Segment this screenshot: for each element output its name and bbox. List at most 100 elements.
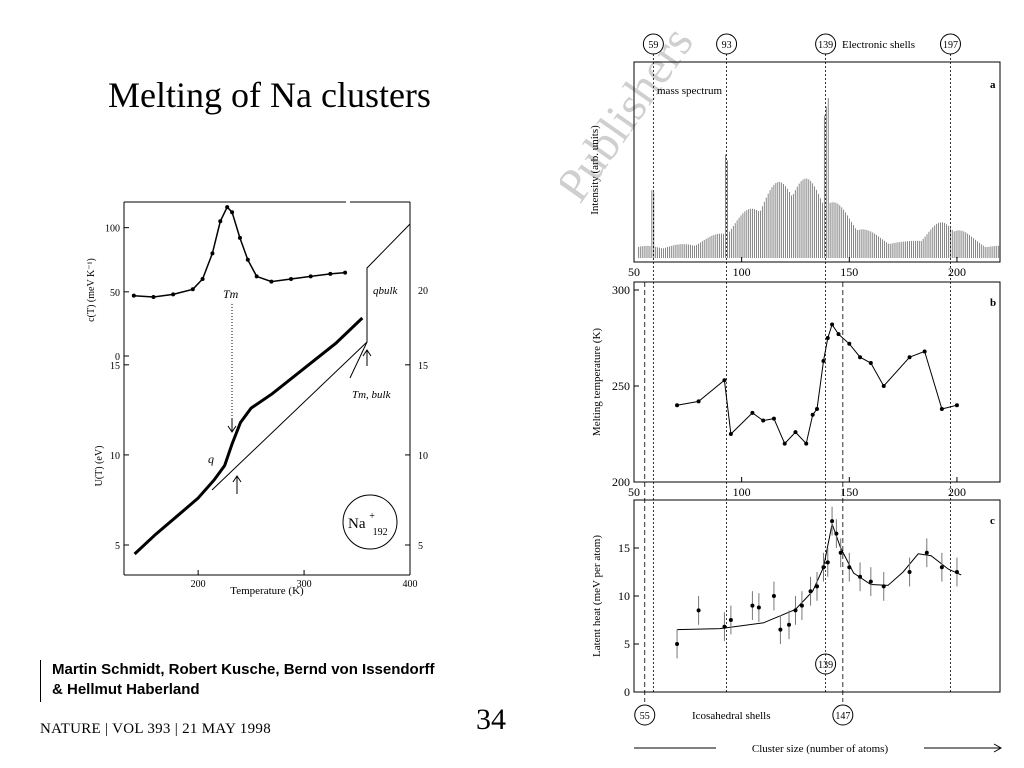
bottom-panel-right-y-ticks: 5 10 15 [405,361,428,552]
panel-b-xtick-label: 150 [840,485,858,499]
melting-temperature-point [810,412,815,417]
latent-heat-point [728,618,733,622]
heat-capacity-point [131,293,136,298]
top-ytick-label: 50 [110,288,120,299]
panel-c-xlabel: Cluster size (number of atoms) [752,743,889,755]
latent-heat-point [838,550,843,555]
melting-temperature-series [675,322,959,446]
top-panel-points [131,205,348,299]
latent-heat-point [771,594,776,598]
melting-temperature-point [825,336,830,340]
latent-heat-point [954,570,959,574]
page-number: 34 [476,703,506,736]
panel-b-ytick-label: 250 [612,379,630,393]
icosahedral-shell-circle [634,704,656,726]
panel-b-ytick-label: 300 [612,283,630,297]
authors: Martin Schmidt, Robert Kusche, Bernd von… [52,660,492,700]
melting-temperature-point [821,359,826,364]
latent-heat-point [847,565,852,570]
heat-capacity-point [190,287,195,292]
heat-capacity-point [151,294,156,299]
top-ytick-label: 100 [105,224,120,235]
panel-a-xtick-label: 50 [628,265,640,279]
heat-capacity-point [343,270,348,275]
panel-a-label: a [990,79,996,91]
panel-b-ytick-label: 200 [612,475,630,489]
melting-temperature-point [728,432,733,436]
melting-temperature-point [804,441,809,446]
melting-temperature-point [675,403,680,408]
cluster-sub: 192 [373,527,388,538]
panel-c-ylabel: Latent heat (meV per atom) [591,535,603,657]
right-ytick-label: 10 [418,451,428,462]
authors-line1: Martin Schmidt, Robert Kusche, Bernd von… [52,661,435,678]
electronic-shells-label: Electronic shells [842,39,915,51]
latent-heat-point [756,605,761,610]
latent-heat-point [821,565,826,570]
right-figure: Publishers 59 93 139 197 Electronic shells … [560,17,1003,755]
melting-temperature-point [881,384,886,388]
latent-heat-point [787,622,792,627]
panel-c-y-ticks: 0 5 10 15 [618,541,639,699]
panel-a-ylabel: Intensity (arb. units) [589,125,601,215]
heat-capacity-point [171,292,176,297]
heat-capacity-point [230,210,235,215]
electronic-shell-value: 59 [648,40,658,51]
latent-heat-series [675,506,962,659]
panel-a-xtick-label: 150 [840,265,858,279]
cluster-sup: + [369,511,375,522]
latent-heat-point [722,624,727,629]
melting-temperature-point [750,410,755,415]
right-ytick-label: 5 [418,541,423,552]
tm-annotation: Tm [223,287,239,301]
melting-temperature-point [761,418,766,423]
heat-capacity-point [200,277,205,281]
melting-temperature-point [722,378,727,383]
latent-heat-point [939,565,944,570]
panel-b-y-ticks: 200 250 300 [612,283,639,489]
panel-b-xtick-label: 200 [948,485,966,499]
citation: NATURE | VOL 393 | 21 MAY 1998 [40,721,271,737]
melting-temperature-line [677,323,958,445]
top-ytick-label: 0 [115,352,120,363]
heat-capacity-point [237,235,242,240]
heat-capacity-point [210,251,215,256]
heat-capacity-point [245,257,250,262]
panel-b-xtick-label: 100 [733,485,751,499]
latent-heat-point [858,574,863,579]
bottom-ytick-label: 15 [110,361,120,372]
heat-capacity-point [308,274,313,279]
melting-temperature-point [815,407,819,412]
melting-temperature-point [771,416,776,421]
bottom-ytick-label: 5 [115,541,120,552]
heat-capacity-point [218,219,223,224]
latent-heat-point [815,584,819,589]
heat-capacity-point [225,205,230,210]
bottom-panel-ylabel: U(T) (eV) [94,446,105,487]
latent-heat-point [830,519,835,524]
heat-capacity-point [289,277,294,281]
top-panel-ylabel: c(T) (meV K⁻¹) [86,258,97,322]
top-panel-y-ticks: 0 50 100 [105,224,129,363]
latent-heat-point [750,603,755,608]
inner-marker-value: 139 [818,660,833,671]
panel-b-label: b [990,297,996,309]
bottom-panel-xlabel: Temperature (K) [230,585,304,597]
latent-heat-point [881,584,886,589]
melting-temperature-point [922,349,927,354]
panel-b-x-ticks: 50 100 150 200 [628,477,966,499]
cluster-label: Na [348,516,366,532]
bottom-xtick-label: 400 [403,579,418,590]
latent-heat-point [924,550,929,555]
bottom-panel-y-ticks: 5 10 15 [110,361,129,552]
melting-temperature-point [830,322,835,327]
melting-temperature-point [793,430,798,435]
melting-temperature-point [907,355,912,360]
panel-c-ytick-label: 5 [624,637,630,651]
u-curve [133,316,364,556]
shell-guide-lines [644,54,951,702]
panel-a-xtick-label: 100 [733,265,751,279]
heat-capacity-point [254,274,259,279]
melting-temperature-point [782,441,787,446]
melting-temperature-point [696,399,701,404]
